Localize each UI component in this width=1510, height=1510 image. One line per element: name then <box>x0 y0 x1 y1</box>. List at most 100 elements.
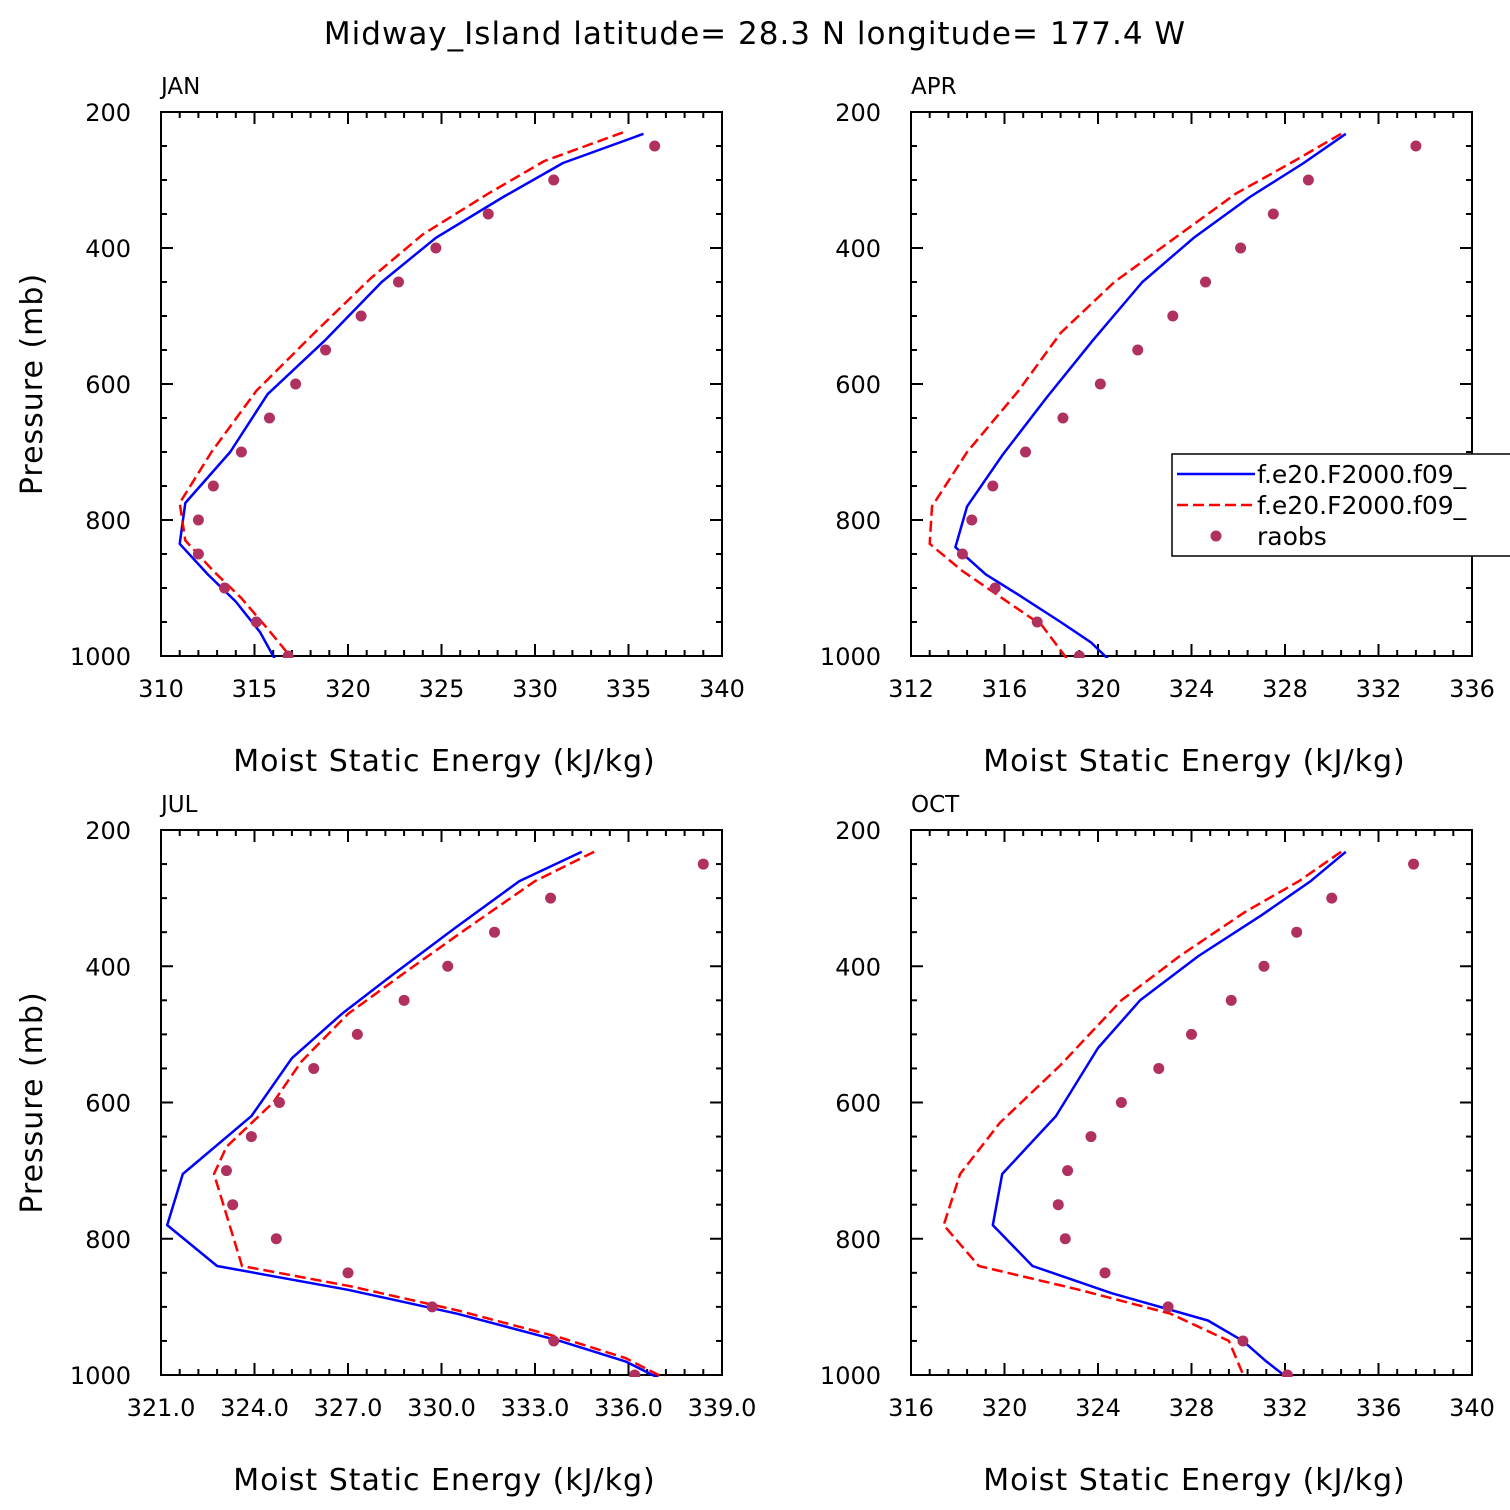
legend: f.e20.F2000.f09_f.e20.F2000.f09_raobs <box>1171 453 1510 557</box>
y-tick-label: 800 <box>85 507 131 535</box>
series-line-solid <box>178 132 644 658</box>
raobs-point <box>545 892 557 904</box>
y-axis-label: Pressure (mb) <box>15 991 50 1213</box>
raobs-point <box>1267 208 1279 220</box>
plot-area <box>165 850 709 1377</box>
panel-oct: OCT 316 320 324 328 332 336 340 200 400 600 800 1000… <box>820 792 1495 1498</box>
panel-apr: APR 312 316 320 324 328 332 336 200 400 600 800 1000… <box>820 74 1495 779</box>
raobs-point <box>1085 1131 1097 1143</box>
figure-title: Midway_Island latitude= 28.3 N longitude… <box>324 16 1186 52</box>
raobs-point <box>245 1131 257 1143</box>
raobs-point <box>426 1301 438 1313</box>
raobs-point <box>1291 926 1303 938</box>
y-tick-label: 1000 <box>70 643 131 671</box>
raobs-point <box>989 582 1001 594</box>
raobs-point <box>966 514 978 526</box>
y-tick-label: 800 <box>85 1226 131 1254</box>
raobs-point <box>355 310 367 322</box>
raobs-point <box>1237 1335 1249 1347</box>
legend-marker <box>1210 530 1222 542</box>
raobs-point <box>282 650 294 658</box>
x-axis-label: Moist Static Energy (kJ/kg) <box>233 744 656 779</box>
raobs-point <box>548 174 560 186</box>
y-tick-label: 200 <box>835 99 881 127</box>
raobs-point <box>263 412 275 424</box>
y-tick-label: 600 <box>835 1090 881 1118</box>
panel-label: JUL <box>159 792 198 818</box>
x-tick-label: 336.0 <box>594 1394 663 1422</box>
x-tick-label: 324.0 <box>220 1394 289 1422</box>
legend-label: raobs <box>1257 522 1327 551</box>
x-tick-label: 324 <box>1075 1394 1121 1422</box>
raobs-point <box>1059 1233 1071 1245</box>
panel-jul: JUL 321.0 324.0 327.0 330.0 333.0 336.0 339.0 20… <box>15 792 756 1498</box>
x-tick-label: 324 <box>1169 675 1215 703</box>
raobs-point <box>1167 310 1179 322</box>
series-line-dashed <box>178 131 624 658</box>
raobs-point <box>1186 1028 1197 1040</box>
y-tick-label: 200 <box>835 817 881 845</box>
raobs-point <box>488 926 500 938</box>
raobs-point <box>192 514 204 526</box>
plot-frame <box>160 829 723 1376</box>
plot-area <box>942 850 1420 1377</box>
x-axis-label: Moist Static Energy (kJ/kg) <box>983 1463 1406 1498</box>
series-line-dashed <box>942 850 1342 1377</box>
raobs-point <box>956 548 968 560</box>
raobs-point <box>351 1028 363 1040</box>
raobs-point <box>1073 650 1085 658</box>
y-tick-label: 1000 <box>820 1362 881 1390</box>
raobs-point <box>270 1233 282 1245</box>
raobs-point <box>1115 1097 1127 1108</box>
series-line-solid <box>991 850 1347 1377</box>
raobs-point <box>308 1062 320 1074</box>
y-tick-label: 400 <box>85 235 131 263</box>
legend-label: f.e20.F2000.f09_ <box>1257 460 1467 489</box>
raobs-point <box>629 1369 641 1377</box>
plot-frame <box>910 111 1473 657</box>
x-tick-label: 315 <box>232 675 278 703</box>
x-tick-label: 320 <box>325 675 371 703</box>
x-tick-label: 316 <box>982 675 1028 703</box>
raobs-point <box>220 1165 232 1177</box>
plot-frame <box>910 829 1473 1376</box>
x-tick-label: 339.0 <box>688 1394 757 1422</box>
raobs-point <box>987 480 999 492</box>
raobs-point <box>250 616 262 628</box>
raobs-point <box>1132 344 1144 356</box>
x-tick-label: 330.0 <box>407 1394 476 1422</box>
raobs-point <box>1408 858 1420 870</box>
panel-jan: JAN 310 315 320 325 330 335 340 200 400 600 800 1000… <box>15 74 745 779</box>
x-tick-label: 335 <box>606 675 652 703</box>
x-axis-label: Moist Static Energy (kJ/kg) <box>983 744 1406 779</box>
y-tick-label: 600 <box>85 371 131 399</box>
raobs-point <box>1153 1062 1165 1074</box>
raobs-point <box>273 1097 285 1108</box>
x-tick-label: 327.0 <box>314 1394 383 1422</box>
y-tick-label: 400 <box>835 235 881 263</box>
raobs-point <box>392 276 404 288</box>
x-tick-label: 320 <box>1075 675 1121 703</box>
raobs-point <box>1094 378 1106 390</box>
series-line-dashed <box>928 132 1342 658</box>
x-tick-label: 316 <box>888 1394 934 1422</box>
raobs-point <box>227 1199 239 1211</box>
legend-label: f.e20.F2000.f09_ <box>1257 491 1467 520</box>
raobs-point <box>1281 1369 1293 1377</box>
raobs-point <box>1031 616 1043 628</box>
raobs-point <box>1326 892 1338 904</box>
raobs-point <box>1225 994 1237 1006</box>
x-tick-label: 310 <box>138 675 184 703</box>
raobs-point <box>697 858 709 870</box>
y-tick-label: 1000 <box>70 1362 131 1390</box>
x-tick-label: 320 <box>982 1394 1028 1422</box>
series-line-dashed <box>212 850 666 1377</box>
raobs-point <box>342 1267 354 1279</box>
raobs-point <box>1099 1267 1111 1279</box>
raobs-point <box>207 480 219 492</box>
x-tick-label: 340 <box>699 675 745 703</box>
raobs-point <box>192 548 204 560</box>
panel-label: OCT <box>911 792 960 818</box>
raobs-point <box>1052 1199 1064 1211</box>
y-axis-label: Pressure (mb) <box>15 273 50 495</box>
